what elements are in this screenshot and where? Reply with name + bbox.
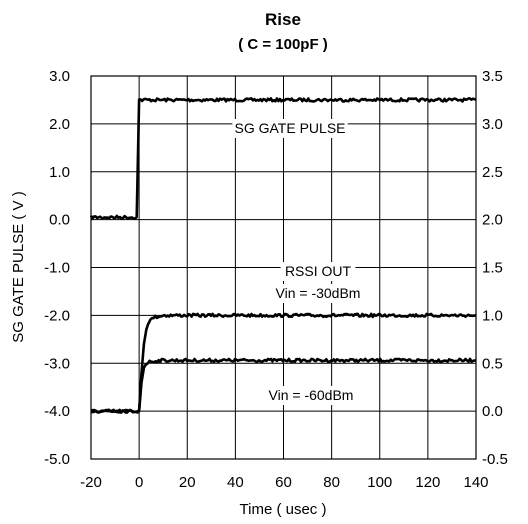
x-tick-label: 80 — [323, 474, 340, 491]
annotation-label: SG GATE PULSE — [235, 120, 346, 136]
x-tick-label: -20 — [80, 474, 102, 491]
x-axis-label: Time ( usec ) — [240, 501, 327, 518]
y-tick-label: -2.0 — [44, 307, 70, 324]
y2-tick-label: 3.0 — [482, 116, 503, 133]
x-tick-label: 20 — [179, 474, 196, 491]
annotation-label: RSSI OUT — [285, 263, 352, 279]
y-tick-label: 2.0 — [49, 116, 70, 133]
y2-tick-label: 2.5 — [482, 164, 503, 181]
y2-tick-label: 2.0 — [482, 212, 503, 229]
series-line-0 — [89, 97, 477, 220]
y2-tick-label: 1.5 — [482, 260, 503, 277]
annotation-backing — [232, 119, 348, 138]
chart-title: Rise — [265, 10, 301, 29]
y-tick-label: -1.0 — [44, 260, 70, 277]
y2-tick-label: 1.0 — [482, 307, 503, 324]
x-tick-label: 140 — [463, 474, 488, 491]
series-line-1 — [90, 312, 477, 414]
y2-tick-label: 3.5 — [482, 68, 503, 85]
annotations: SG GATE PULSE RSSI OUT Vin = -30dBm Vin = -… — [232, 119, 372, 405]
series-line-2 — [90, 357, 477, 414]
y-tick-label: -4.0 — [44, 403, 70, 420]
y-tick-label: -3.0 — [44, 355, 70, 372]
annotation-backing — [280, 262, 356, 281]
annotation-backing — [264, 284, 372, 303]
annotation-backing — [257, 386, 365, 405]
y-axis-label: SG GATE PULSE ( V ) — [10, 191, 27, 342]
right-y-tick-labels: 3.5 3.0 2.5 2.0 1.5 1.0 0.5 0.0 -0.5 — [482, 68, 508, 468]
x-tick-labels: -20 0 20 40 60 80 100 120 140 — [80, 474, 488, 491]
y-tick-label: 0.0 — [49, 212, 70, 229]
x-tick-label: 120 — [415, 474, 440, 491]
chart-subtitle: ( C = 100pF ) — [238, 36, 328, 53]
y2-tick-label: 0.5 — [482, 355, 503, 372]
y-tick-label: 3.0 — [49, 68, 70, 85]
x-tick-label: 60 — [275, 474, 292, 491]
x-tick-label: 100 — [367, 474, 392, 491]
y2-tick-label: -0.5 — [482, 451, 508, 468]
x-tick-label: 0 — [135, 474, 143, 491]
x-tick-label: 40 — [227, 474, 244, 491]
left-y-tick-labels: 3.0 2.0 1.0 0.0 -1.0 -2.0 -3.0 -4.0 -5.0 — [44, 68, 70, 468]
annotation-label: Vin = -30dBm — [276, 285, 361, 301]
y-tick-label: 1.0 — [49, 164, 70, 181]
annotation-label: Vin = -60dBm — [269, 387, 354, 403]
y-tick-label: -5.0 — [44, 451, 70, 468]
series-traces — [89, 97, 477, 414]
plot-frame — [90, 75, 477, 460]
y2-tick-label: 0.0 — [482, 403, 503, 420]
